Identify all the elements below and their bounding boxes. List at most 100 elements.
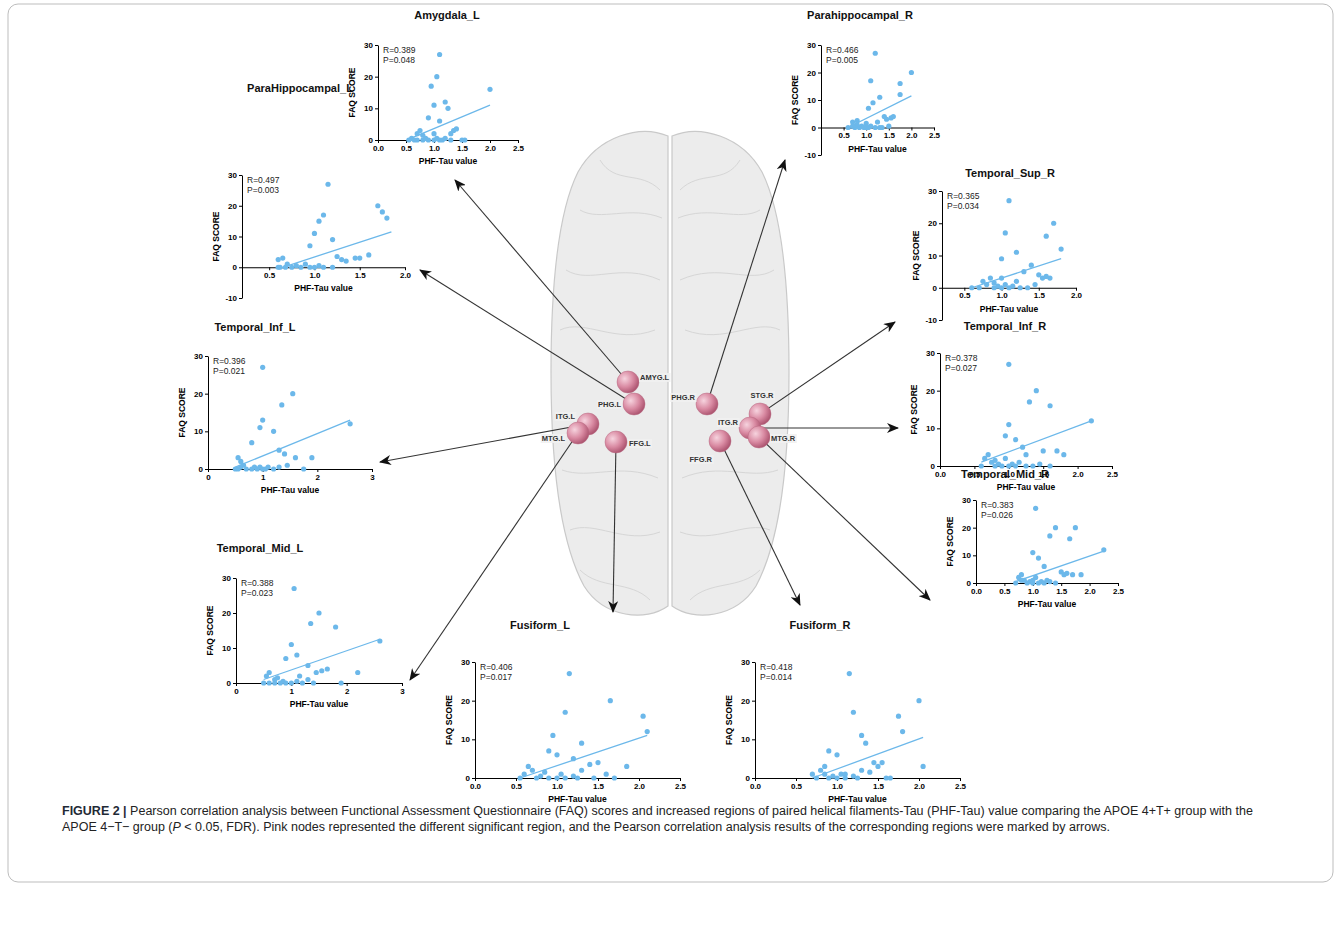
x-tick: 2.0 xyxy=(634,778,646,791)
x-tick-label: 0.0 xyxy=(971,587,983,596)
region-node xyxy=(709,430,731,452)
data-point xyxy=(1054,448,1059,453)
y-tick-mark xyxy=(973,555,976,556)
node-label: FFG.L xyxy=(629,439,651,448)
x-tick-label: 1.0 xyxy=(996,291,1008,300)
x-tick-label: 2 xyxy=(345,687,350,696)
y-tick: 10 xyxy=(962,551,976,560)
data-point xyxy=(826,748,831,753)
y-tick-label: 0 xyxy=(931,462,936,471)
data-point xyxy=(1061,452,1066,457)
x-tick: 2.5 xyxy=(1113,583,1125,596)
stat-annotation: R=0.365 xyxy=(947,191,980,201)
data-point xyxy=(289,680,294,685)
y-tick-label: 10 xyxy=(228,233,237,242)
data-point xyxy=(1070,572,1075,577)
x-tick-label: 1.5 xyxy=(1056,587,1068,596)
y-tick-label: 0 xyxy=(967,579,972,588)
y-tick: 10 xyxy=(741,735,755,744)
x-axis: 0.00.51.01.52.02.5 xyxy=(971,583,1125,596)
x-tick: 2.0 xyxy=(485,140,497,153)
x-tick-label: 2.5 xyxy=(929,131,941,140)
data-point xyxy=(834,752,839,757)
node-label: ITG.L xyxy=(556,412,576,421)
node-label: AMYG.L xyxy=(640,373,670,382)
trend-line xyxy=(520,735,647,778)
label-patch xyxy=(770,434,797,443)
data-point xyxy=(283,656,288,661)
y-tick: 0 xyxy=(931,462,940,471)
label-patch xyxy=(628,439,652,448)
y-tick-mark xyxy=(818,100,821,101)
x-tick-label: 0 xyxy=(206,473,211,482)
y-tick: 30 xyxy=(461,658,475,667)
data-point xyxy=(1089,418,1094,423)
label-patch xyxy=(541,434,567,443)
gyrus xyxy=(685,327,780,335)
label-patch xyxy=(555,412,577,421)
y-tick: 10 xyxy=(222,644,236,653)
data-point xyxy=(267,680,272,685)
x-tick-label: 1.0 xyxy=(861,131,873,140)
x-tick-label: 1.5 xyxy=(884,131,896,140)
data-point xyxy=(431,103,436,108)
label-patch xyxy=(689,455,714,464)
data-point xyxy=(443,136,448,141)
data-point xyxy=(319,668,324,673)
x-tick-label: 1.0 xyxy=(309,271,321,280)
data-point xyxy=(1019,578,1024,583)
x-tick-mark xyxy=(490,140,491,143)
y-tick: 10 xyxy=(926,424,940,433)
y-tick-label: 10 xyxy=(222,644,231,653)
x-tick-mark xyxy=(1004,583,1005,586)
x-axis-line xyxy=(977,583,1119,584)
stat-annotation: R=0.378 xyxy=(945,353,978,363)
data-point xyxy=(1010,284,1015,289)
data-point xyxy=(898,92,903,97)
gyrus xyxy=(680,270,774,280)
data-point xyxy=(348,421,353,426)
y-axis: -100102030 xyxy=(225,171,242,303)
data-point xyxy=(1064,571,1069,576)
y-axis-title: FAQ SCORE xyxy=(724,695,734,745)
y-tick-mark xyxy=(233,578,236,579)
plot-area xyxy=(979,362,1094,469)
y-tick-mark xyxy=(239,237,242,238)
y-tick-label: -10 xyxy=(804,151,816,160)
label-patch xyxy=(597,400,622,409)
y-tick-mark xyxy=(375,45,378,46)
y-tick: 10 xyxy=(364,104,378,113)
plot-area xyxy=(1013,506,1106,586)
y-tick-label: 20 xyxy=(222,609,231,618)
data-point xyxy=(1027,399,1032,404)
data-point xyxy=(1003,433,1008,438)
x-tick: 0.0 xyxy=(373,140,385,153)
x-tick-label: 2.5 xyxy=(1107,470,1119,479)
y-tick-mark xyxy=(239,175,242,176)
data-point xyxy=(384,215,389,220)
data-point xyxy=(415,137,420,142)
trend-line xyxy=(1016,551,1104,581)
data-point xyxy=(1021,269,1026,274)
data-point xyxy=(292,586,297,591)
data-point xyxy=(1059,246,1064,251)
x-tick-label: 0 xyxy=(234,687,239,696)
y-tick: 0 xyxy=(933,284,942,293)
data-point xyxy=(355,670,360,675)
x-tick: 1.5 xyxy=(355,267,367,280)
data-point xyxy=(563,775,568,780)
y-tick-mark xyxy=(205,394,208,395)
y-tick-label: 10 xyxy=(926,424,935,433)
x-tick: 2.5 xyxy=(1107,466,1119,479)
data-point xyxy=(297,673,302,678)
data-point xyxy=(1041,448,1046,453)
x-tick-label: 1.0 xyxy=(832,782,844,791)
x-tick-label: 2.0 xyxy=(1085,587,1097,596)
y-tick-mark xyxy=(752,662,755,663)
data-point xyxy=(1037,462,1042,467)
region-node xyxy=(696,393,718,415)
y-tick-label: 30 xyxy=(926,349,935,358)
x-tick-label: 2.0 xyxy=(400,271,412,280)
y-tick: 20 xyxy=(807,69,821,78)
x-tick-label: 1.5 xyxy=(457,144,469,153)
